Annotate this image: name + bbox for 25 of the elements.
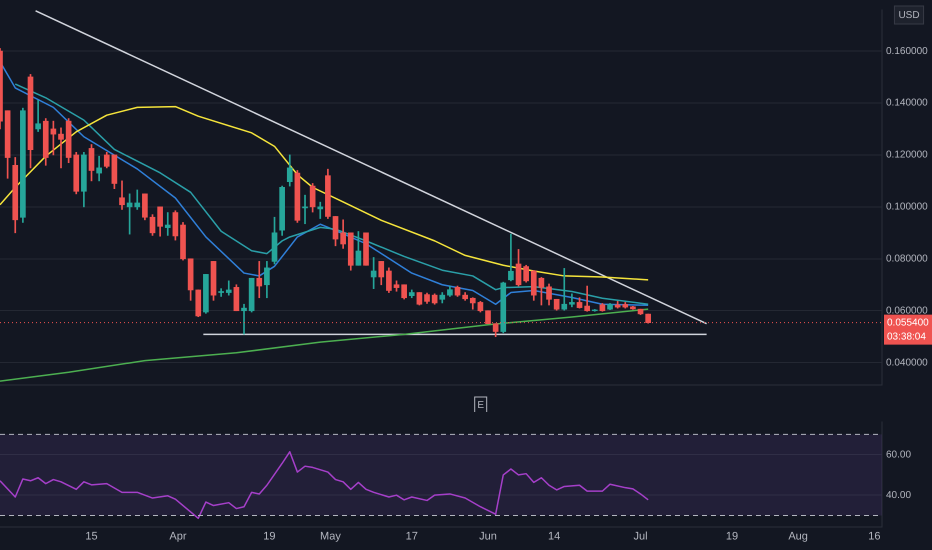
x-tick-label: May — [320, 530, 342, 542]
x-tick-label: Apr — [169, 530, 187, 542]
text: E — [477, 400, 484, 411]
y-tick-label: 60.00 — [886, 449, 912, 460]
y-tick-label: 0.100000 — [886, 202, 928, 213]
text: 03:38:04 — [887, 331, 926, 342]
y-tick-label: 0.120000 — [886, 150, 928, 161]
x-tick-label: Jul — [634, 530, 648, 542]
x-tick-label: 19 — [726, 530, 738, 542]
y-tick-label: 0.040000 — [886, 357, 928, 368]
y-tick-label: 0.160000 — [886, 46, 928, 57]
x-tick-label: 14 — [548, 530, 560, 542]
x-tick-label: 19 — [263, 530, 276, 542]
ref-line-label: 0.055400 — [887, 317, 930, 328]
x-tick-label: Jun — [479, 530, 497, 542]
y-tick-label: 40.00 — [886, 490, 912, 501]
x-tick-label: Aug — [788, 530, 808, 542]
y-tick-label: 0.140000 — [886, 98, 928, 109]
x-tick-label: 17 — [406, 530, 418, 542]
y-tick-label: 0.080000 — [886, 254, 928, 265]
x-tick-label: 15 — [85, 530, 98, 542]
y-tick-label: 0.060000 — [886, 305, 928, 316]
y-axis-title: USD — [898, 10, 920, 21]
x-tick-label: 16 — [868, 530, 880, 542]
candlestick — [363, 232, 369, 266]
